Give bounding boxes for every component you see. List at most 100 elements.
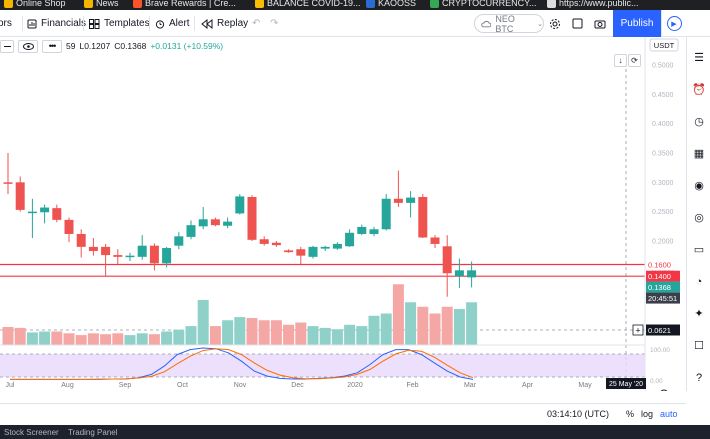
tab-trading-panel[interactable]: Trading Panel (68, 428, 118, 437)
top-toolbar: ors Financials Templates Alert Replay ↶ … (0, 10, 710, 37)
alert-button[interactable]: Alert (155, 10, 190, 37)
watchlist-icon[interactable]: ☰ (694, 52, 704, 64)
financials-label: Financials (41, 18, 87, 29)
toolbar-divider (22, 16, 23, 31)
candle-body (125, 255, 135, 258)
bar-countdown-label: 20:45:51 (648, 294, 677, 303)
volume-bar (441, 306, 453, 345)
bookmark-label: Brave Rewards | Cre... (145, 0, 236, 8)
indicators-label: ors (0, 18, 12, 29)
last-price-label: 0.1368 (648, 283, 671, 292)
candle-body (198, 219, 208, 227)
tab-stock-screener[interactable]: Stock Screener (4, 428, 59, 437)
undo-button[interactable]: ↶ (252, 10, 260, 37)
bookmark-item[interactable]: BALANCE COVID-19... (255, 0, 361, 9)
indicators-button[interactable]: ors (0, 10, 12, 37)
percent-toggle[interactable]: % (626, 409, 635, 419)
chart-background (0, 37, 686, 391)
line-high-label-bg (646, 258, 680, 270)
play-icon: ▶ (666, 16, 682, 31)
candle-body (467, 270, 477, 278)
candle-body (76, 233, 86, 247)
volume-bar (453, 309, 465, 345)
time-tick-label: Oct (177, 382, 188, 389)
volume-bar (136, 333, 148, 345)
auto-toggle[interactable]: auto (660, 409, 678, 419)
volume-bar (39, 331, 51, 345)
pine-icon[interactable]: ☐ (694, 340, 704, 352)
legend-collapse-button[interactable] (0, 39, 14, 53)
line-low-label: 0.1400 (648, 272, 671, 281)
volume-bar (368, 315, 380, 345)
volume-bar (14, 327, 26, 345)
fullscreen-button[interactable] (572, 10, 583, 37)
time-tick-label: Aug (61, 382, 74, 389)
time-tick-label: Mar (464, 382, 477, 389)
reset-chart-button[interactable]: ⟳ (628, 54, 641, 67)
volume-bar (270, 320, 282, 345)
candle-body (52, 208, 62, 220)
alerts-icon[interactable]: ⏰ (692, 84, 706, 96)
candle-body (223, 221, 233, 226)
add-alert-plus-button[interactable] (632, 324, 644, 336)
candle-body (320, 246, 330, 249)
bookmark-label: https://www.public... (559, 0, 639, 8)
toolbar-divider (194, 16, 195, 31)
eye-icon (22, 42, 34, 50)
volume-bar (100, 334, 112, 345)
volume-bar (295, 322, 307, 345)
volume-bar (87, 333, 99, 345)
price-chart[interactable]: USDT 0.5000 0.4500 0.4000 0.3500 0.3000 0.2500… (0, 37, 686, 399)
volume-bar (209, 326, 221, 345)
bookmark-item[interactable]: News (84, 0, 119, 9)
toolbar-divider (83, 16, 84, 31)
notifications-icon[interactable]: ◔ (695, 276, 703, 288)
settings-button[interactable] (549, 10, 561, 37)
candle-body (137, 245, 147, 257)
calendar-icon[interactable]: ▦ (693, 148, 705, 160)
candle-body (210, 219, 220, 226)
bookmark-item[interactable]: CRYPTOCURRENCY... (430, 0, 537, 9)
volume-bar (307, 326, 319, 345)
publish-button[interactable]: Publish (613, 10, 661, 37)
time-tick-label: May (578, 382, 592, 389)
chat-icon[interactable]: ▭ (693, 244, 705, 256)
bookmark-item[interactable]: https://www.public... (547, 0, 639, 9)
volume-bar (222, 320, 234, 345)
help-icon[interactable]: ? (695, 372, 703, 384)
redo-button[interactable]: ↷ (270, 10, 278, 37)
candle-body (393, 198, 403, 203)
streams-icon[interactable]: ◎ (694, 212, 704, 224)
volume-bar (112, 333, 124, 345)
hotlist-icon[interactable]: ✦ (694, 308, 704, 320)
templates-button[interactable]: Templates (89, 10, 150, 37)
snapshot-button[interactable] (594, 10, 606, 37)
bookmark-item[interactable]: Brave Rewards | Cre... (133, 0, 236, 9)
candle-body (88, 246, 98, 251)
scroll-to-latest-button[interactable]: ↓ (614, 54, 627, 67)
compare-symbol-box[interactable]: NEO BTC ⌄ (474, 14, 544, 34)
fast-forward-button[interactable]: ▶ (661, 10, 686, 37)
volume-bar (258, 320, 270, 345)
legend-visibility-button[interactable] (18, 39, 38, 53)
toolbar-divider (149, 16, 150, 31)
chart-area[interactable]: USDT 0.5000 0.4500 0.4000 0.3500 0.3000 0.2500… (0, 37, 686, 399)
bookmark-item[interactable]: Online Shop (4, 0, 66, 9)
candle-body (3, 182, 13, 184)
ideas-icon[interactable]: ◉ (694, 180, 704, 192)
volume-bar (161, 331, 173, 345)
data-window-icon[interactable]: ◷ (694, 116, 704, 128)
utc-clock[interactable]: 03:14:10 (UTC) (547, 409, 610, 419)
bottom-panel-tabs: Stock Screener Trading Panel (0, 425, 710, 439)
replay-button[interactable]: Replay (201, 10, 248, 37)
publish-label: Publish (620, 18, 654, 29)
log-toggle[interactable]: log (641, 409, 654, 419)
currency-box[interactable] (649, 38, 679, 52)
cloud-icon (481, 20, 492, 27)
bookmark-item[interactable]: KAOOSS (366, 0, 416, 9)
legend-more-button[interactable]: ••• (42, 39, 62, 53)
financials-button[interactable]: Financials (27, 10, 86, 37)
candle-body (308, 246, 318, 257)
candle-body (357, 226, 367, 234)
volume-bar (173, 329, 185, 345)
